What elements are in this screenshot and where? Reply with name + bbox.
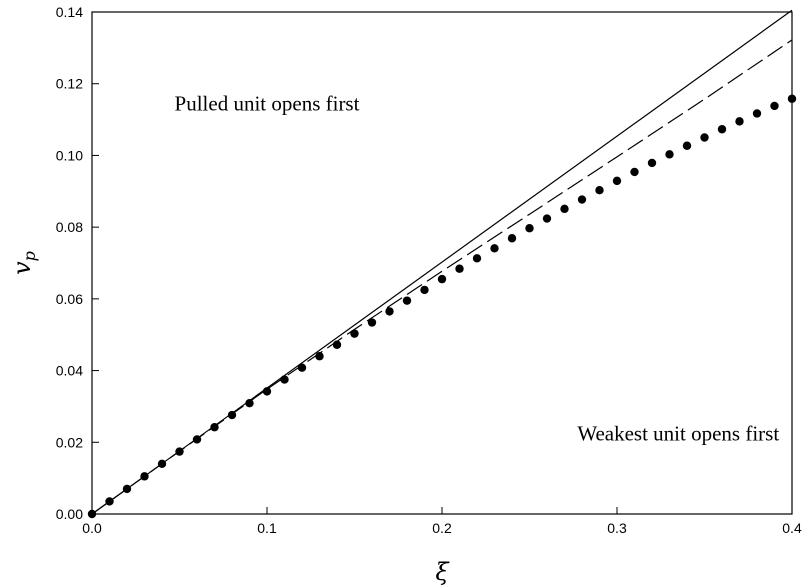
data-point [630, 167, 639, 177]
x-tick-label: 0.1 [257, 520, 277, 536]
data-point [402, 296, 412, 305]
x-axis-title: ξ [435, 558, 450, 586]
data-point [490, 244, 499, 253]
ticks-layer: 0.0 0.1 0.2 0.3 0.4 0.00 0.02 0.04 0.06 0.08 0.10 0… [56, 4, 802, 536]
data-point [140, 472, 149, 481]
x-tick-label: 0.4 [782, 520, 802, 536]
solid-series-line [91, 9, 793, 515]
data-point [577, 195, 587, 204]
data-point [297, 363, 307, 372]
annotation-layer: Pulled unit opens first Weakest unit open… [175, 92, 780, 446]
data-point [595, 186, 604, 195]
data-point [332, 340, 342, 349]
y-axis-title-subscript: p [20, 251, 39, 261]
data-point [612, 176, 622, 186]
data-point [455, 264, 464, 273]
data-point [682, 141, 692, 150]
data-point [525, 224, 534, 233]
y-tick-label: 0.14 [56, 4, 83, 20]
data-point [787, 94, 797, 103]
data-point [350, 329, 359, 338]
y-tick-label: 0.06 [56, 291, 83, 307]
data-point [315, 352, 324, 361]
data-point [122, 484, 132, 494]
dashed-series-line [91, 39, 793, 515]
data-point [157, 459, 167, 468]
data-point [262, 387, 272, 396]
data-point [227, 410, 237, 420]
y-tick-label: 0.00 [56, 506, 83, 522]
data-point [542, 214, 552, 223]
data-point [665, 150, 674, 159]
data-point [175, 447, 184, 456]
x-tick-label: 0.0 [82, 520, 102, 536]
data-point [385, 307, 394, 316]
data-point [770, 101, 779, 111]
data-point [752, 109, 762, 118]
data-point [472, 254, 482, 263]
x-tick-label: 0.3 [607, 520, 627, 536]
data-point [367, 318, 377, 327]
y-tick-label: 0.12 [56, 76, 83, 92]
data-point [280, 375, 289, 384]
data-point [192, 435, 202, 444]
region-annotation: Pulled unit opens first [175, 92, 360, 116]
data-point [420, 285, 429, 295]
data-point [105, 497, 114, 506]
series-layer [87, 9, 797, 519]
y-axis-title-main: v [8, 261, 36, 275]
data-point [647, 158, 657, 168]
data-point [507, 234, 517, 243]
data-point [437, 274, 447, 284]
x-tick-label: 0.2 [432, 520, 452, 536]
data-point [210, 423, 219, 432]
y-tick-label: 0.04 [56, 363, 83, 379]
dotted-series [87, 94, 797, 519]
y-axis-title: vp [8, 251, 39, 275]
data-point [717, 125, 727, 134]
data-point [560, 204, 569, 214]
y-tick-label: 0.10 [56, 147, 83, 163]
region-annotation: Weakest unit opens first [577, 421, 779, 445]
y-tick-label: 0.08 [56, 219, 83, 235]
data-point [735, 117, 744, 126]
y-tick-label: 0.02 [56, 434, 83, 450]
data-point [245, 399, 254, 408]
data-point [700, 133, 709, 142]
